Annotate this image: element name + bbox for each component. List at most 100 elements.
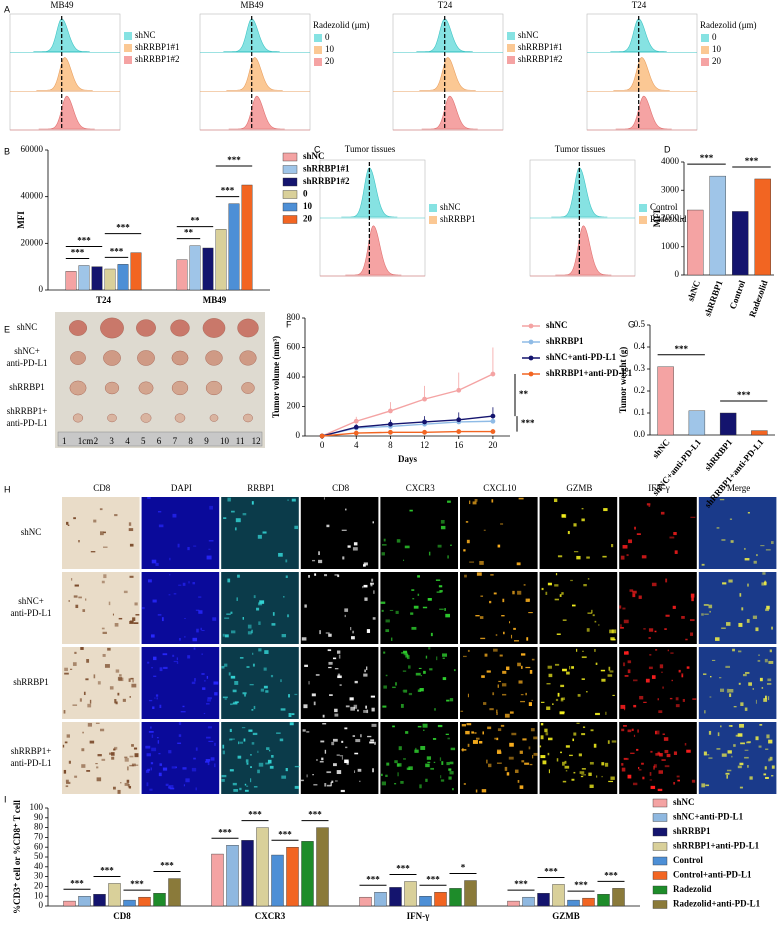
x-tick-label: shRRBP1 [702,437,734,473]
bar [65,271,77,291]
column-header: Merge [727,483,750,493]
micrograph-signal [414,749,419,753]
micrograph-signal [418,667,422,669]
micrograph-signal [420,745,426,750]
micrograph-signal [727,750,732,754]
micrograph-signal [239,657,244,659]
micrograph-signal [740,742,745,745]
micrograph-signal [411,626,417,630]
micrograph-signal [158,753,161,755]
micrograph-signal [671,679,673,682]
micrograph-signal [359,780,361,783]
micrograph-signal [439,590,443,593]
micrograph-signal [128,785,132,789]
micrograph-signal [449,771,454,775]
marker [490,413,496,419]
row-label: anti-PD-L1 [7,418,48,428]
micrograph-signal [193,757,196,760]
micrograph-signal [528,598,530,601]
micrograph-signal [540,755,546,759]
micrograph-signal [691,597,694,602]
micrograph-signal [195,787,197,791]
micrograph-signal [480,637,486,640]
micrograph-signal [313,701,316,706]
legend-label: 20 [303,214,313,224]
micrograph-signal [265,762,270,765]
micrograph-signal [496,762,502,764]
micrograph-signal [66,734,70,738]
micrograph-signal [501,683,507,687]
micrograph-signal [262,531,267,534]
micrograph-signal [681,674,683,678]
legend-swatch [652,842,668,851]
micrograph-signal [193,545,197,547]
micrograph-signal [529,763,533,766]
micrograph-signal [506,772,510,776]
micrograph-signal [95,722,100,724]
micrograph-signal [726,769,732,772]
bar [104,268,116,291]
micrograph-signal [337,574,340,578]
micrograph-signal [408,665,411,669]
micrograph-signal [478,741,483,744]
micrograph-signal [253,705,256,710]
marker [456,429,462,434]
micrograph-signal [194,678,196,682]
micrograph-signal [207,699,211,702]
micrograph-signal [90,551,96,553]
micrograph-signal [528,702,532,706]
micrograph-signal [133,622,139,624]
tumor [205,380,223,396]
legend-label: 10 [325,44,335,54]
micrograph-signal [702,673,707,676]
micrograph-signal [525,598,530,602]
legend-swatch [282,165,298,174]
micrograph-signal [159,704,162,709]
micrograph-signal [129,755,134,758]
micrograph-signal [73,517,76,520]
micrograph-signal [117,676,123,681]
micrograph-signal [744,547,746,550]
y-tick-label: 200 [287,401,301,411]
legend-swatch [652,856,668,866]
micrograph-signal [762,572,766,575]
ruler [57,431,263,447]
micrograph-signal [562,780,567,783]
tumor [174,413,186,423]
micrograph-signal [256,607,260,611]
micrograph-signal [674,550,678,554]
micrograph-signal [516,562,521,566]
micrograph-signal [661,759,666,761]
micrograph-signal [405,731,409,734]
legend-label: shNC [518,30,539,40]
micrograph-signal [604,762,609,767]
micrograph-signal [675,704,680,708]
micrograph-signal [327,649,332,652]
ruler-label: 9 [204,436,209,446]
micrograph-signal [465,730,470,735]
significance-label: ** [191,216,201,226]
marker [490,371,496,377]
y-axis-label: Tumor volume (mm³) [271,336,281,418]
bar [464,880,477,907]
micrograph [221,497,299,569]
micrograph-signal [326,784,332,787]
micrograph-signal [252,663,255,667]
micrograph-signal [433,761,436,763]
micrograph-signal [385,674,388,677]
micrograph-signal [344,727,348,730]
micrograph-signal [425,763,430,768]
micrograph-signal [659,753,663,757]
micrograph [141,572,220,644]
micrograph-signal [733,706,737,708]
micrograph-signal [744,749,749,751]
ruler-label: 5 [141,436,146,446]
micrograph-signal [148,731,154,733]
micrograph-signal [115,669,120,673]
micrograph-signal [436,591,442,593]
micrograph-signal [649,772,652,776]
micrograph-signal [594,620,597,623]
micrograph-signal [153,656,157,661]
micrograph-signal [509,742,514,747]
micrograph-signal [372,768,375,773]
